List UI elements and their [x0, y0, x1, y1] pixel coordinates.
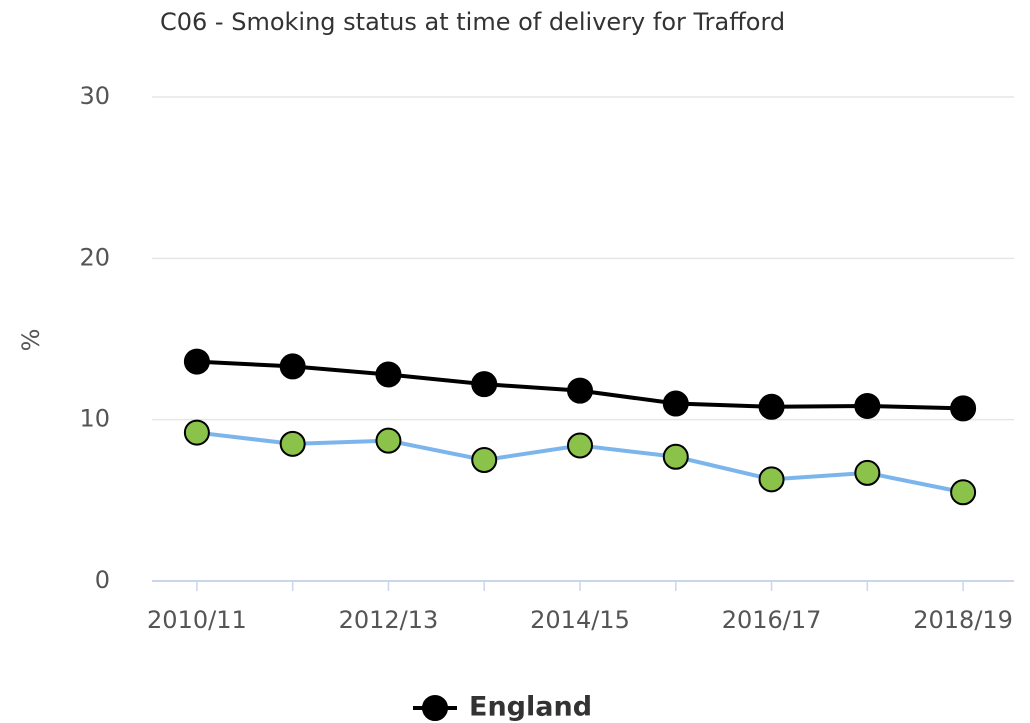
point: [662, 390, 689, 417]
legend-marker: [422, 695, 448, 721]
y-tick-label: 0: [95, 566, 110, 594]
y-tick-label: 10: [79, 405, 110, 433]
point: [375, 361, 402, 388]
point: [279, 430, 306, 457]
x-tick-label: 2010/11: [147, 606, 247, 634]
point: [279, 353, 306, 380]
point: [950, 395, 977, 422]
x-tick-label: 2012/13: [339, 606, 439, 634]
chart-title: C06 - Smoking status at time of delivery…: [160, 8, 785, 36]
x-tick-label: 2014/15: [530, 606, 630, 634]
point: [758, 466, 785, 493]
point: [183, 348, 210, 375]
point: [183, 419, 210, 446]
y-tick-label: 20: [79, 243, 110, 271]
point: [567, 377, 593, 404]
point: [854, 459, 881, 486]
point: [854, 392, 881, 419]
legend-label: England: [469, 692, 592, 723]
point: [375, 427, 402, 454]
y-tick-label: 30: [79, 82, 110, 110]
point: [662, 443, 689, 470]
y-axis-label: %: [17, 329, 45, 352]
point: [950, 479, 977, 506]
point: [758, 393, 785, 420]
point: [567, 432, 593, 459]
point: [471, 447, 498, 473]
point: [471, 371, 498, 398]
x-tick-label: 2018/19: [913, 606, 1013, 634]
x-tick-label: 2016/17: [722, 606, 822, 634]
